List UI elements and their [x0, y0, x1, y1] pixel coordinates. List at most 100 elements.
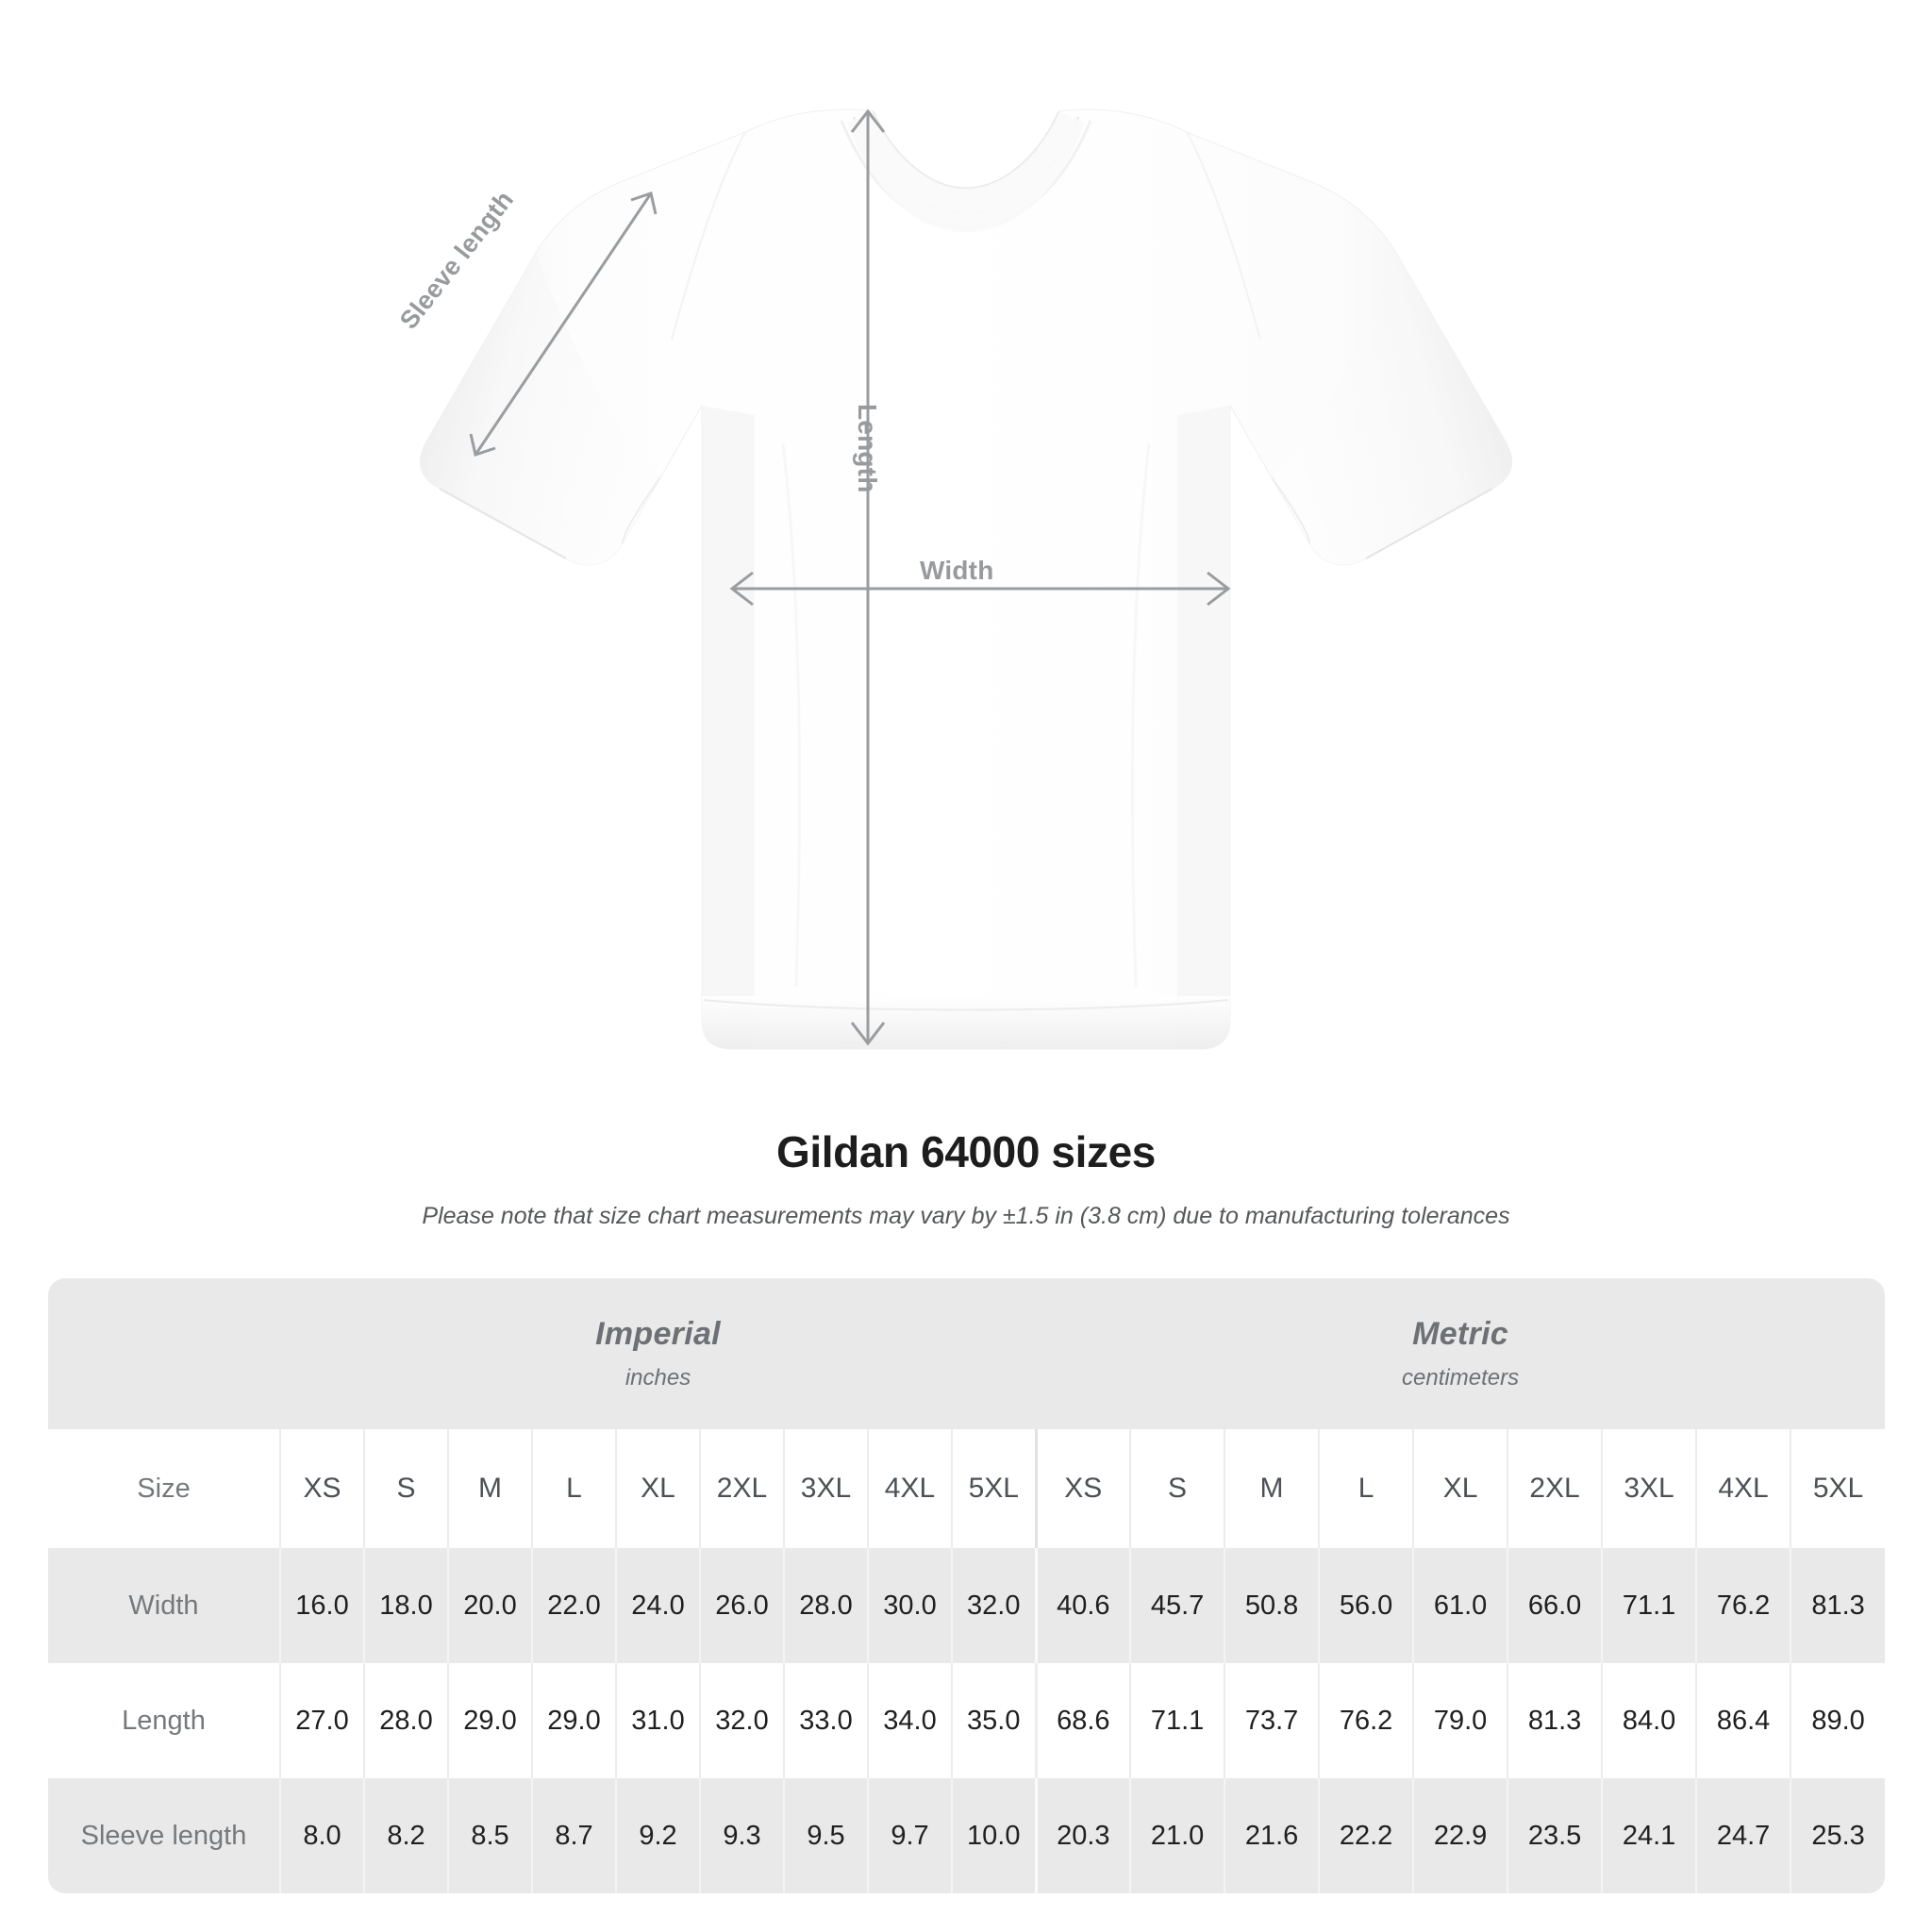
width-arrow [729, 571, 1231, 607]
cell-width-metric-xl: 61.0 [1412, 1548, 1508, 1663]
cell-sleeve-imperial-xl: 9.2 [615, 1778, 700, 1893]
cell-length-metric-xs: 68.6 [1034, 1663, 1131, 1778]
cell-width-imperial-4xl: 30.0 [867, 1548, 952, 1663]
cell-length-metric-l: 76.2 [1318, 1663, 1414, 1778]
cell-sleeve-metric-l: 22.2 [1318, 1778, 1414, 1893]
cell-length-imperial-m: 29.0 [447, 1663, 532, 1778]
size-header-imperial-2xl: 2XL [699, 1429, 784, 1548]
cell-sleeve-imperial-s: 8.2 [363, 1778, 448, 1893]
size-header-metric-3xl: 3XL [1601, 1429, 1697, 1548]
cell-width-metric-xs: 40.6 [1034, 1548, 1131, 1663]
cell-sleeve-imperial-4xl: 9.7 [867, 1778, 952, 1893]
cell-sleeve-imperial-l: 8.7 [531, 1778, 616, 1893]
unit-imperial-sub: inches [625, 1365, 691, 1391]
tshirt-illustration [419, 108, 1513, 1050]
cell-width-imperial-m: 20.0 [447, 1548, 532, 1663]
cell-width-metric-3xl: 71.1 [1601, 1548, 1697, 1663]
cell-length-imperial-s: 28.0 [363, 1663, 448, 1778]
cell-sleeve-metric-3xl: 24.1 [1601, 1778, 1697, 1893]
cell-length-metric-s: 71.1 [1129, 1663, 1225, 1778]
cell-sleeve-imperial-m: 8.5 [447, 1778, 532, 1893]
cell-sleeve-imperial-xs: 8.0 [279, 1778, 364, 1893]
cell-length-metric-4xl: 86.4 [1695, 1663, 1791, 1778]
sleeve-length-arrow [469, 192, 658, 457]
units-banner-spacer [48, 1278, 280, 1429]
size-header-imperial-5xl: 5XL [950, 1429, 1037, 1548]
cell-width-imperial-l: 22.0 [531, 1548, 616, 1663]
size-header-metric-xl: XL [1412, 1429, 1508, 1548]
row-label-sleeve-length: Sleeve length [48, 1778, 280, 1893]
cell-length-imperial-2xl: 32.0 [699, 1663, 784, 1778]
size-header-imperial-s: S [363, 1429, 448, 1548]
cell-length-metric-m: 73.7 [1224, 1663, 1320, 1778]
cell-width-metric-2xl: 66.0 [1507, 1548, 1603, 1663]
tolerance-note: Please note that size chart measurements… [422, 1203, 1510, 1229]
size-header-metric-5xl: 5XL [1790, 1429, 1886, 1548]
cell-width-metric-5xl: 81.3 [1790, 1548, 1886, 1663]
cell-sleeve-metric-5xl: 25.3 [1790, 1778, 1886, 1893]
units-banner-row: Imperial inches Metric centimeters [48, 1278, 1886, 1429]
cell-sleeve-metric-m: 21.6 [1224, 1778, 1320, 1893]
cell-sleeve-metric-2xl: 23.5 [1507, 1778, 1603, 1893]
cell-sleeve-metric-4xl: 24.7 [1695, 1778, 1791, 1893]
size-header-imperial-xs: XS [279, 1429, 364, 1548]
cell-length-imperial-xl: 31.0 [615, 1663, 700, 1778]
cell-sleeve-imperial-2xl: 9.3 [699, 1778, 784, 1893]
cell-width-imperial-s: 18.0 [363, 1548, 448, 1663]
size-header-metric-4xl: 4XL [1695, 1429, 1791, 1548]
cell-width-metric-s: 45.7 [1129, 1548, 1225, 1663]
cell-length-imperial-4xl: 34.0 [867, 1663, 952, 1778]
width-label: Width [920, 556, 994, 585]
cell-width-imperial-3xl: 28.0 [783, 1548, 868, 1663]
table-row: Length 27.0 28.0 29.0 29.0 31.0 32.0 33.… [48, 1663, 1886, 1778]
cell-width-imperial-xs: 16.0 [279, 1548, 364, 1663]
unit-metric-sub: centimeters [1402, 1365, 1520, 1391]
table-row: Width 16.0 18.0 20.0 22.0 24.0 26.0 28.0… [48, 1548, 1886, 1663]
size-header-metric-l: L [1318, 1429, 1414, 1548]
units-metric-cell: Metric centimeters [1036, 1278, 1886, 1429]
size-chart-table-wrapper: Imperial inches Metric centimeters Size … [48, 1278, 1886, 1893]
cell-width-metric-4xl: 76.2 [1695, 1548, 1791, 1663]
size-header-imperial-3xl: 3XL [783, 1429, 868, 1548]
cell-length-metric-xl: 79.0 [1412, 1663, 1508, 1778]
size-header-metric-s: S [1129, 1429, 1225, 1548]
cell-length-metric-2xl: 81.3 [1507, 1663, 1603, 1778]
size-header-label: Size [48, 1429, 280, 1548]
size-header-metric-xs: XS [1034, 1429, 1131, 1548]
unit-imperial-name: Imperial [595, 1316, 721, 1352]
row-label-length: Length [48, 1663, 280, 1778]
size-header-row: Size XS S M L XL 2XL 3XL 4XL 5XL XS S M … [48, 1429, 1886, 1548]
chart-heading: Gildan 64000 sizes Please note that size… [0, 1126, 1932, 1230]
page-title: Gildan 64000 sizes [776, 1127, 1156, 1176]
cell-width-imperial-2xl: 26.0 [699, 1548, 784, 1663]
size-header-imperial-l: L [531, 1429, 616, 1548]
tshirt-diagram: Sleeve length Length Width [394, 108, 1513, 1050]
cell-length-imperial-xs: 27.0 [279, 1663, 364, 1778]
tshirt-body-shape [419, 108, 1513, 1050]
cell-width-metric-l: 56.0 [1318, 1548, 1414, 1663]
units-imperial-cell: Imperial inches [280, 1278, 1037, 1429]
size-header-metric-2xl: 2XL [1507, 1429, 1603, 1548]
cell-length-imperial-3xl: 33.0 [783, 1663, 868, 1778]
cell-length-imperial-5xl: 35.0 [950, 1663, 1037, 1778]
cell-width-imperial-5xl: 32.0 [950, 1548, 1037, 1663]
cell-width-metric-m: 50.8 [1224, 1548, 1320, 1663]
cell-length-metric-5xl: 89.0 [1790, 1663, 1886, 1778]
size-chart-table: Imperial inches Metric centimeters Size … [48, 1278, 1886, 1893]
size-header-imperial-m: M [447, 1429, 532, 1548]
size-header-metric-m: M [1224, 1429, 1320, 1548]
unit-metric-name: Metric [1412, 1316, 1509, 1352]
cell-length-imperial-l: 29.0 [531, 1663, 616, 1778]
measurement-arrows [469, 108, 1231, 1046]
cell-width-imperial-xl: 24.0 [615, 1548, 700, 1663]
cell-length-metric-3xl: 84.0 [1601, 1663, 1697, 1778]
cell-sleeve-metric-xs: 20.3 [1034, 1778, 1131, 1893]
cell-sleeve-imperial-3xl: 9.5 [783, 1778, 868, 1893]
length-arrow [850, 108, 886, 1046]
row-label-width: Width [48, 1548, 280, 1663]
table-row: Sleeve length 8.0 8.2 8.5 8.7 9.2 9.3 9.… [48, 1778, 1886, 1893]
cell-sleeve-metric-s: 21.0 [1129, 1778, 1225, 1893]
length-label: Length [853, 404, 882, 493]
size-header-imperial-4xl: 4XL [867, 1429, 952, 1548]
cell-sleeve-metric-xl: 22.9 [1412, 1778, 1508, 1893]
